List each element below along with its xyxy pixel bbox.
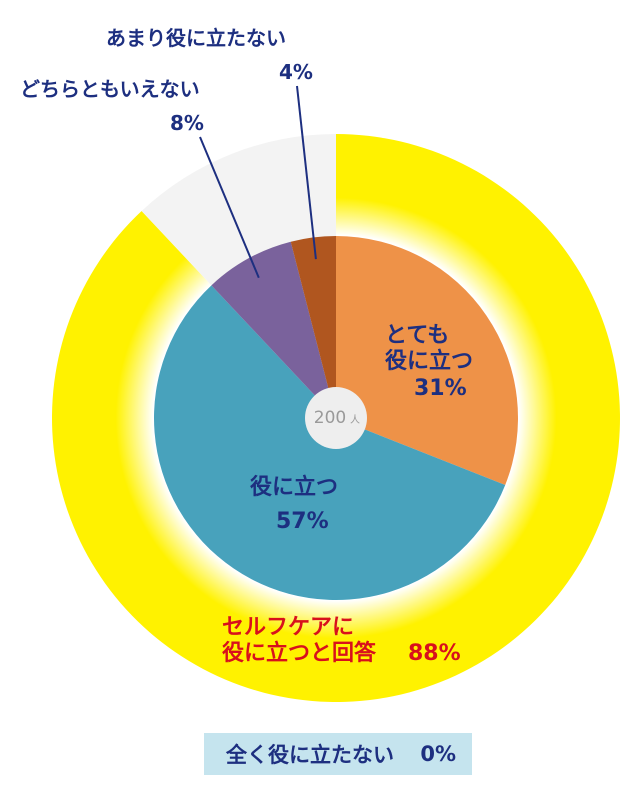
center-value: 200 [314, 408, 346, 428]
label-neutral-value: 8% [170, 111, 204, 135]
note-label: 全く役に立たない [226, 743, 394, 767]
leader-line-2 [199, 136, 260, 279]
label-selfcare-value: 88% [408, 641, 461, 666]
label-helpful: 役に立つ 57% [250, 474, 338, 534]
label-selfcare-line1: セルフケアに [222, 615, 354, 640]
label-very-helpful-line2: 役に立つ [385, 348, 473, 374]
inner-slice-2 [211, 241, 336, 418]
center-unit: 人 [350, 414, 360, 426]
label-helpful-name: 役に立つ [250, 474, 338, 500]
label-very-helpful: とても 役に立つ 31% [385, 323, 473, 401]
label-selfcare: セルフケアに 役に立つと回答 88% [222, 615, 461, 666]
leader-line-3 [296, 85, 317, 260]
leader-lines [199, 85, 317, 279]
label-helpful-value: 57% [276, 509, 329, 534]
center-label: 200 人 [314, 408, 360, 428]
label-neutral: どちらともいえない 8% [20, 77, 204, 135]
label-not-helpful-name: あまり役に立たない [106, 26, 286, 50]
note-box: 全く役に立たない 0% [204, 733, 472, 775]
inner-slice-0 [336, 236, 519, 485]
label-not-helpful-value: 4% [279, 60, 313, 84]
label-very-helpful-line1: とても [385, 323, 449, 348]
label-not-helpful: あまり役に立たない 4% [106, 26, 313, 84]
center-hole [305, 387, 367, 449]
label-neutral-name: どちらともいえない [20, 77, 200, 101]
label-very-helpful-value: 31% [414, 376, 467, 401]
label-selfcare-line2: 役に立つと回答 [222, 640, 377, 666]
note-value: 0% [420, 742, 456, 766]
inner-slice-3 [290, 236, 336, 418]
